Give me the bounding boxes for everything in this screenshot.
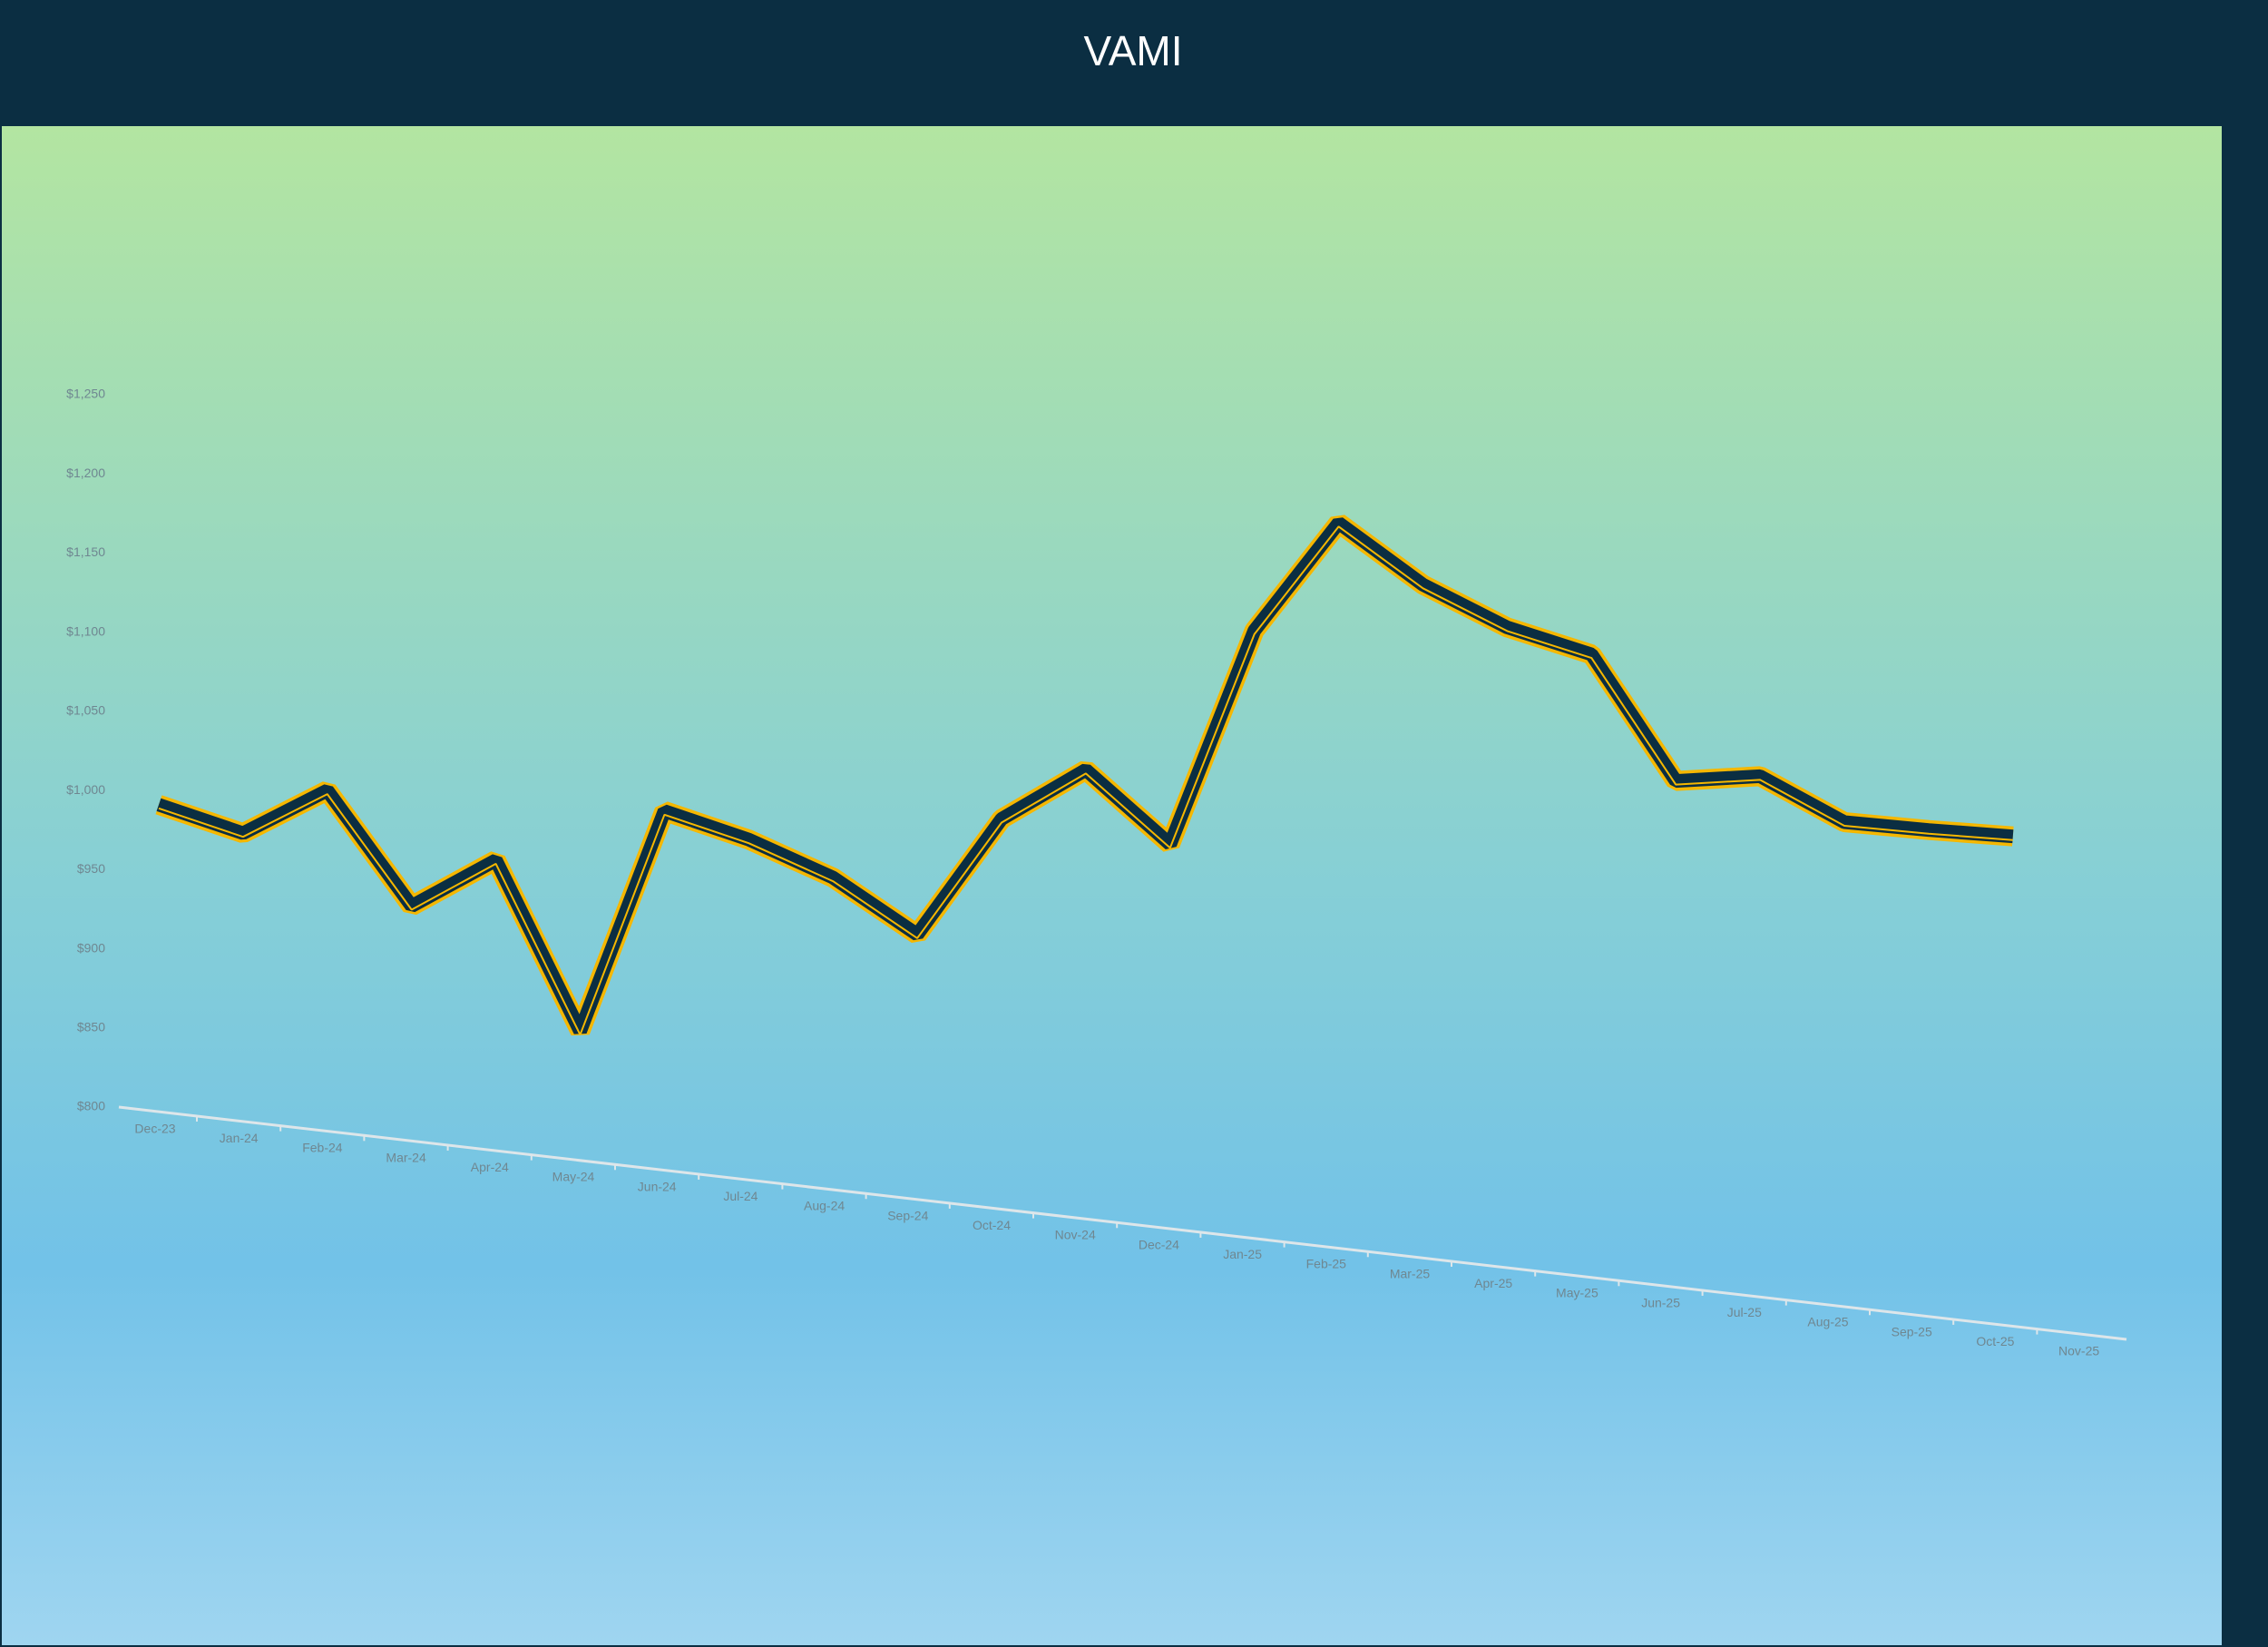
x-tick-label: Aug-24: [804, 1199, 845, 1213]
line-highlight: [158, 525, 2013, 1035]
y-tick-label: $1,100: [66, 623, 105, 638]
y-tick-label: $850: [77, 1019, 105, 1034]
x-tick-label: Nov-25: [2058, 1344, 2099, 1358]
x-tick-label: Jul-24: [723, 1189, 758, 1203]
x-tick-label: Feb-24: [302, 1141, 343, 1155]
line: [156, 517, 2014, 1034]
x-tick-label: Apr-24: [471, 1160, 509, 1174]
y-tick-label: $1,200: [66, 466, 105, 480]
y-tick-label: $1,250: [66, 387, 105, 401]
x-tick-label: Mar-24: [386, 1150, 426, 1164]
x-tick-label: Sep-25: [1892, 1324, 1932, 1338]
x-tick-label: Feb-25: [1306, 1257, 1347, 1271]
x-tick-label: Nov-24: [1055, 1228, 1096, 1242]
x-tick-label: Oct-24: [973, 1218, 1011, 1232]
x-tick-label: Apr-25: [1474, 1276, 1512, 1290]
x-tick-label: Jan-25: [1223, 1247, 1262, 1261]
y-tick-label: $1,150: [66, 544, 105, 559]
x-tick-label: Mar-25: [1390, 1266, 1431, 1280]
x-tick-label: Jan-24: [220, 1131, 259, 1145]
x-tick-label: Oct-25: [1976, 1334, 2014, 1348]
chart-title: VAMI: [1083, 27, 1182, 74]
y-tick-label: $1,000: [66, 782, 105, 797]
x-tick-label: Jul-25: [1727, 1305, 1762, 1319]
x-tick-label: Sep-24: [887, 1208, 928, 1222]
y-tick-label: $900: [77, 940, 105, 955]
y-tick-label: $1,050: [66, 703, 105, 718]
x-tick-label: Jun-24: [638, 1179, 677, 1193]
y-tick-label: $950: [77, 861, 105, 876]
plot-background: [2, 126, 2222, 1645]
x-tick-label: Aug-25: [1807, 1315, 1848, 1329]
x-tick-label: May-25: [1556, 1286, 1598, 1300]
y-tick-label: $800: [77, 1099, 105, 1113]
x-tick-label: Dec-24: [1139, 1237, 1179, 1251]
x-tick-label: May-24: [552, 1170, 595, 1184]
x-axis: [118, 1105, 2127, 1341]
x-tick-label: Jun-25: [1641, 1295, 1680, 1309]
x-tick-label: Dec-23: [134, 1121, 175, 1135]
